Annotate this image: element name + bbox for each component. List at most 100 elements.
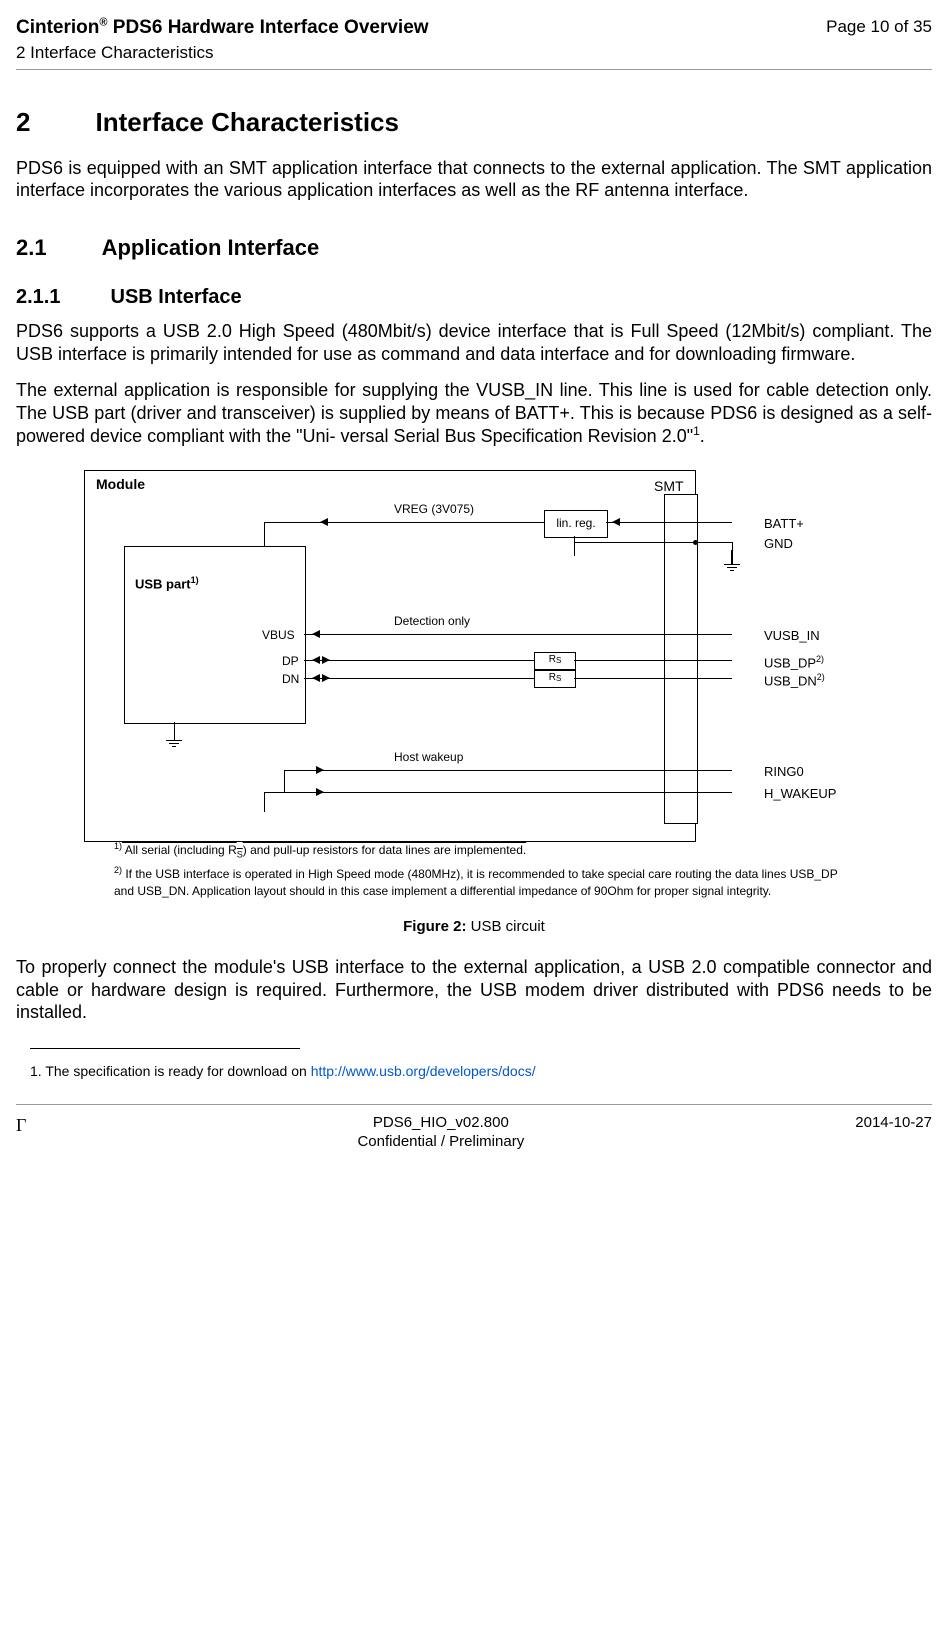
ring0-drop [284,770,285,792]
footnote-link[interactable]: http://www.usb.org/developers/docs/ [311,1063,536,1079]
lin-reg-box: lin. reg. [544,510,608,538]
usb-part-text: USB part [135,576,191,591]
figure-notes: 1) All serial (including RS) and pull-up… [64,840,884,901]
footer-rule [16,1104,932,1105]
conn-vusb [696,634,732,635]
rs-box-dp: RS [534,652,576,670]
dn-arrow-l [312,674,320,682]
batt-label: BATT+ [764,516,804,532]
rs-sub-dp: S [556,656,561,666]
figure-caption: Figure 2: USB circuit [16,918,932,937]
linreg-gnd-stub [574,536,575,556]
dp-line-r [574,660,696,661]
module-label: Module [96,476,145,494]
figure-2: Module SMT USB part1) VREG (3V075) lin. … [64,462,884,902]
intro-paragraph: PDS6 is equipped with an SMT application… [16,157,932,202]
usb-dn-text: USB_DN [764,673,817,688]
paragraph-3: To properly connect the module's USB int… [16,956,932,1024]
dp-label: DP [282,654,299,669]
figure-note-1: 1) All serial (including RS) and pull-up… [114,840,854,861]
smt-label: SMT [654,478,684,496]
note1-sup: 1) [114,841,122,851]
usb-dp-text: USB_DP [764,655,816,670]
hwakeup-drop [264,792,265,812]
conn-hwakeup [696,792,732,793]
header-rule [16,69,932,70]
gnd-line [574,542,696,543]
usb-part-sup: 1) [191,575,199,585]
section-title: Interface Characteristics [95,107,398,137]
gnd-symbol-right [724,550,740,572]
batt-arrow-l [612,518,620,526]
vbus-label: VBUS [262,628,295,643]
page-header: Cinterion® PDS6 Hardware Interface Overv… [16,16,932,63]
subsection-title: Application Interface [102,235,320,260]
paragraph-2-suffix: . [700,426,705,446]
hwakeup-arrow [316,788,324,796]
figure-caption-bold: Figure 2: [403,918,466,935]
rs-box-dn: RS [534,670,576,688]
paragraph-1: PDS6 supports a USB 2.0 High Speed (480M… [16,320,932,365]
dp-line-l [304,660,534,661]
subsection-heading: 2.1 Application Interface [16,234,932,262]
note1-text-2: ) and pull-up resistors for data lines a… [243,843,526,857]
note2-sup: 2) [114,865,122,875]
footer-center-1: PDS6_HIO_v02.800 [26,1114,855,1133]
footnote-separator [30,1048,300,1049]
usb-part-label: USB part1) [135,575,199,593]
section-heading: 2 Interface Characteristics [16,106,932,139]
subsubsection-heading: 2.1.1 USB Interface [16,285,932,310]
subsubsection-title: USB Interface [111,286,242,308]
subsubsection-num: 2.1.1 [16,286,60,308]
gnd-line-right-ext [696,542,732,543]
page-container: Cinterion® PDS6 Hardware Interface Overv… [0,0,948,1175]
footer-center-2: Confidential / Preliminary [26,1133,855,1152]
dn-line-r [574,678,696,679]
dn-arrow-r [322,674,330,682]
footer-left: Γ [16,1114,26,1152]
section-num: 2 [16,107,30,137]
figure-caption-rest: USB circuit [466,918,544,935]
page-footer: Γ PDS6_HIO_v02.800 Confidential / Prelim… [16,1114,932,1152]
vreg-arrow-l [320,518,328,526]
usb-dp-label: USB_DP2) [764,654,824,672]
rs-sub-dn: S [556,674,561,684]
vusb-line [304,634,696,635]
dp-arrow-r [322,656,330,664]
conn-dn [696,678,732,679]
conn-dp [696,660,732,661]
paragraph-2: The external application is responsible … [16,379,932,448]
note1-overline: All serial (including RS) and pull-up re… [122,843,526,857]
vreg-drop [264,522,265,546]
hwakeup-line [264,792,696,793]
gnd-stub-right [732,542,733,550]
vreg-label: VREG (3V075) [394,502,474,517]
doc-title: Cinterion® PDS6 Hardware Interface Overv… [16,16,429,40]
footnote-1: 1. The specification is ready for downlo… [44,1063,932,1081]
rs-text-dp: R [549,654,556,667]
usb-gnd-stub [174,722,175,740]
paragraph-2-text: The external application is responsible … [16,380,932,446]
footer-center: PDS6_HIO_v02.800 Confidential / Prelimin… [26,1114,855,1152]
footer-right: 2014-10-27 [855,1114,932,1152]
usb-dp-sup: 2) [816,654,824,664]
conn-batt [696,522,732,523]
dp-arrow-l [312,656,320,664]
conn-ring0 [696,770,732,771]
footnote-text: The specification is ready for download … [42,1063,311,1079]
ring0-line [284,770,696,771]
vreg-line [264,522,544,523]
note2-text: If the USB interface is operated in High… [114,867,838,898]
gnd-label: GND [764,536,793,552]
footnote-num: 1. [30,1063,42,1079]
usb-gnd-symbol [166,740,182,748]
vusb-in-label: VUSB_IN [764,628,820,644]
dn-line-l [304,678,534,679]
footnote-ref-1: 1 [693,424,700,438]
rs-text-dn: R [549,672,556,685]
figure-note-2: 2) If the USB interface is operated in H… [114,864,854,900]
note1-text: All serial (including R [122,843,237,857]
header-left: Cinterion® PDS6 Hardware Interface Overv… [16,16,429,63]
usb-dn-label: USB_DN2) [764,672,825,690]
detection-label: Detection only [394,614,470,629]
